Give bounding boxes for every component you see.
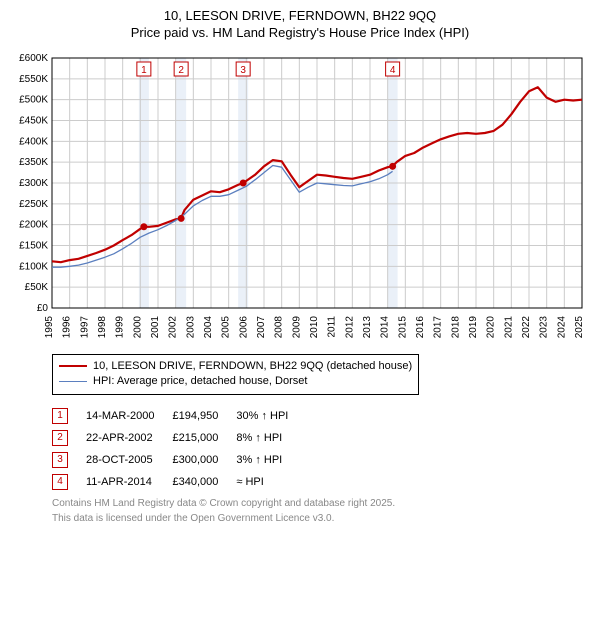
legend-label: 10, LEESON DRIVE, FERNDOWN, BH22 9QQ (de…	[93, 359, 412, 374]
sales-table: 1 14-MAR-2000£194,95030% ↑ HPI 2 22-APR-200…	[52, 405, 306, 493]
sale-marker-label: 2	[178, 65, 184, 76]
plot-area: £0 £50K £100K £150K £200K £250K £300K £350K £400…	[12, 48, 588, 348]
y-tick-label: £50K	[25, 282, 49, 293]
x-tick-label: 1998	[97, 315, 108, 338]
line-chart-svg: £0 £50K £100K £150K £200K £250K £300K £350K £400…	[12, 48, 588, 348]
sale-price: £300,000	[172, 449, 236, 471]
legend: 10, LEESON DRIVE, FERNDOWN, BH22 9QQ (de…	[52, 354, 419, 395]
y-tick-label: £400K	[19, 136, 48, 147]
sale-delta: 8% ↑ HPI	[236, 427, 306, 449]
sale-number-box: 1	[52, 408, 68, 424]
y-tick-label: £300K	[19, 178, 48, 189]
x-tick-label: 2004	[203, 315, 214, 338]
sale-number-box: 3	[52, 452, 68, 468]
legend-label: HPI: Average price, detached house, Dors…	[93, 374, 307, 389]
y-tick-label: £450K	[19, 115, 48, 126]
x-tick-label: 2015	[397, 315, 408, 338]
x-tick-label: 2017	[433, 315, 444, 338]
table-row: 4 11-APR-2014£340,000≈ HPI	[52, 471, 306, 493]
y-tick-label: £600K	[19, 53, 48, 64]
x-tick-label: 2008	[274, 315, 285, 338]
legend-swatch	[59, 381, 87, 382]
sale-date: 22-APR-2002	[86, 427, 172, 449]
y-tick-label: £500K	[19, 94, 48, 105]
x-tick-label: 2016	[415, 315, 426, 338]
x-tick-label: 2025	[574, 315, 585, 338]
y-tick-label: £200K	[19, 219, 48, 230]
x-tick-label: 2000	[132, 315, 143, 338]
chart-container: 10, LEESON DRIVE, FERNDOWN, BH22 9QQ Pri…	[0, 0, 600, 529]
y-tick-label: £350K	[19, 157, 48, 168]
table-row: 1 14-MAR-2000£194,95030% ↑ HPI	[52, 405, 306, 427]
x-tick-label: 2012	[344, 315, 355, 338]
sale-marker-label: 4	[390, 65, 396, 76]
legend-row: HPI: Average price, detached house, Dors…	[59, 374, 412, 389]
sale-number-box: 2	[52, 430, 68, 446]
y-tick-label: £150K	[19, 240, 48, 251]
sale-price: £340,000	[172, 471, 236, 493]
x-tick-label: 2002	[168, 315, 179, 338]
license-line-1: Contains HM Land Registry data © Crown c…	[52, 497, 588, 510]
x-tick-label: 2003	[185, 315, 196, 338]
x-tick-label: 2024	[556, 315, 567, 338]
x-tick-label: 2021	[503, 315, 514, 338]
y-tick-label: £250K	[19, 199, 48, 210]
legend-swatch	[59, 365, 87, 367]
y-tick-label: £100K	[19, 261, 48, 272]
y-tick-label: £550K	[19, 74, 48, 85]
x-tick-label: 2022	[521, 315, 532, 338]
x-tick-label: 2005	[221, 315, 232, 338]
title-line-2: Price paid vs. HM Land Registry's House …	[12, 25, 588, 42]
x-tick-label: 2019	[468, 315, 479, 338]
x-tick-label: 1995	[44, 315, 55, 338]
x-tick-label: 2011	[327, 315, 338, 337]
sale-date: 14-MAR-2000	[86, 405, 172, 427]
sale-number-box: 4	[52, 474, 68, 490]
sale-marker-label: 1	[141, 65, 147, 76]
sale-delta: 3% ↑ HPI	[236, 449, 306, 471]
sale-marker-label: 3	[240, 65, 246, 76]
x-tick-label: 2001	[150, 315, 161, 338]
sale-date: 11-APR-2014	[86, 471, 172, 493]
x-tick-label: 2014	[380, 315, 391, 338]
x-tick-label: 2010	[309, 315, 320, 338]
sale-delta: ≈ HPI	[236, 471, 306, 493]
x-tick-label: 2013	[362, 315, 373, 338]
table-row: 3 28-OCT-2005£300,0003% ↑ HPI	[52, 449, 306, 471]
license-line-2: This data is licensed under the Open Gov…	[52, 512, 588, 525]
title-line-1: 10, LEESON DRIVE, FERNDOWN, BH22 9QQ	[12, 8, 588, 25]
x-tick-label: 2020	[486, 315, 497, 338]
legend-row: 10, LEESON DRIVE, FERNDOWN, BH22 9QQ (de…	[59, 359, 412, 374]
sale-price: £194,950	[172, 405, 236, 427]
x-tick-label: 2006	[238, 315, 249, 338]
x-tick-label: 1999	[115, 315, 126, 338]
sale-date: 28-OCT-2005	[86, 449, 172, 471]
x-tick-label: 2023	[539, 315, 550, 338]
x-tick-label: 2018	[450, 315, 461, 338]
x-tick-label: 1996	[62, 315, 73, 338]
sale-price: £215,000	[172, 427, 236, 449]
x-tick-label: 1997	[79, 315, 90, 338]
x-tick-label: 2007	[256, 315, 267, 338]
x-tick-label: 2009	[291, 315, 302, 338]
sale-delta: 30% ↑ HPI	[236, 405, 306, 427]
table-row: 2 22-APR-2002£215,0008% ↑ HPI	[52, 427, 306, 449]
y-tick-label: £0	[37, 303, 49, 314]
